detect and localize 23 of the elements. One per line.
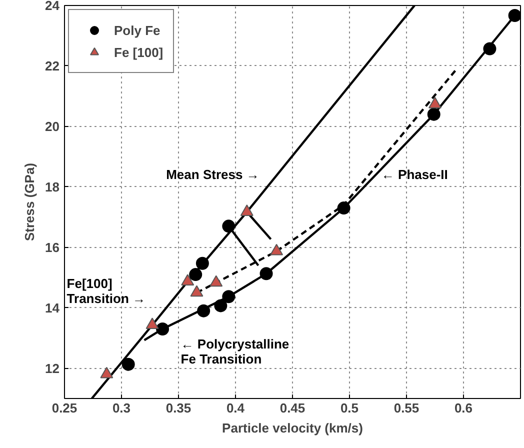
x-tick-label: 0.45 (280, 400, 306, 416)
legend-label: Fe [100] (114, 44, 164, 60)
y-tick-label: 18 (45, 179, 60, 194)
legend-label: Poly Fe (114, 22, 160, 38)
y-tick-label: 22 (45, 58, 60, 74)
x-tick-label: 0.55 (394, 400, 420, 416)
y-tick-label: 12 (45, 360, 60, 376)
y-tick-label: 20 (45, 118, 60, 134)
x-tick-label: 0.4 (226, 400, 246, 416)
x-tick-label: 0.3 (112, 400, 131, 416)
x-tick-label: 0.5 (340, 400, 359, 416)
annotation: ← Polycrystalline Fe Transition (180, 336, 290, 367)
x-axis-title: Particle velocity (km/s) (222, 420, 363, 436)
x-tick-label: 0.35 (166, 400, 192, 416)
annotation: Mean Stress → (166, 166, 260, 182)
y-tick-label: 16 (45, 240, 60, 255)
x-tick-label: 0.6 (454, 400, 473, 416)
y-tick-label: 24 (45, 0, 60, 13)
annotation: ← Phase-II (381, 166, 448, 182)
annotation: Fe[100] Transition → (66, 276, 146, 306)
x-tick-label: 0.25 (52, 400, 78, 416)
y-axis-title: Stress (GPa) (22, 162, 38, 242)
y-tick-label: 14 (45, 300, 60, 316)
